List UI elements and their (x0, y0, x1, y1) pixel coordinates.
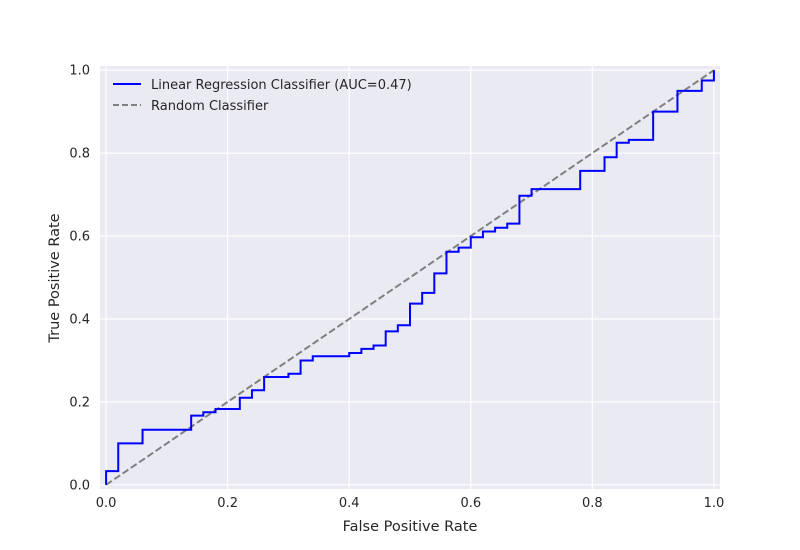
x-tick-label: 0.0 (96, 496, 117, 511)
legend: Linear Regression Classifier (AUC=0.47) … (113, 78, 412, 114)
legend-label-linear-regression: Linear Regression Classifier (AUC=0.47) (151, 78, 412, 93)
y-tick-label: 0.2 (69, 395, 90, 410)
series-layer (105, 69, 715, 486)
y-tick-label: 0.8 (69, 147, 90, 162)
random-classifier-line (105, 69, 715, 486)
x-tick-label: 1.0 (704, 496, 725, 511)
y-tick-label: 0.4 (69, 312, 90, 327)
y-axis-label: True Positive Rate (47, 213, 63, 343)
plot-area (100, 66, 720, 489)
x-tick-label: 0.6 (460, 496, 481, 511)
y-tick-label: 0.6 (69, 230, 90, 245)
y-tick-labels: 0.0 0.2 0.4 0.6 0.8 1.0 (69, 64, 90, 494)
y-tick-label: 0.0 (69, 478, 90, 493)
legend-label-random-classifier: Random Classifier (151, 99, 269, 114)
x-axis-label: False Positive Rate (343, 519, 478, 535)
x-tick-label: 0.2 (217, 496, 238, 511)
y-tick-label: 1.0 (69, 64, 90, 79)
roc-curve-line (105, 70, 715, 485)
x-tick-label: 0.8 (582, 496, 603, 511)
x-tick-label: 0.4 (339, 496, 360, 511)
x-tick-labels: 0.0 0.2 0.4 0.6 0.8 1.0 (96, 496, 725, 511)
